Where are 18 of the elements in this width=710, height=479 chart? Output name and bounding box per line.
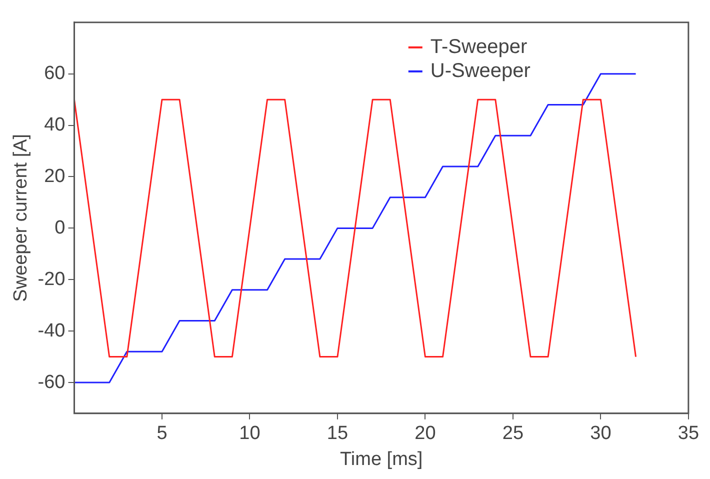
x-tick-label: 20 <box>414 423 436 444</box>
x-tick-label: 30 <box>590 423 612 444</box>
y-tick-label: 20 <box>44 166 66 187</box>
legend-label: U-Sweeper <box>430 60 531 82</box>
x-tick-label: 25 <box>502 423 524 444</box>
x-tick-label: 10 <box>239 423 260 444</box>
x-axis-title: Time [ms] <box>340 448 423 470</box>
y-tick-label: 40 <box>44 114 66 136</box>
y-tick-label: -40 <box>38 320 66 342</box>
y-tick-label: -20 <box>38 268 66 290</box>
legend-label: T-Sweeper <box>430 36 528 58</box>
x-tick-label: 15 <box>326 423 348 444</box>
y-axis-title: Sweeper current [A] <box>10 134 32 302</box>
y-tick-label: -60 <box>38 372 66 393</box>
y-tick-label: 60 <box>44 63 66 84</box>
x-tick-label: 35 <box>678 423 700 444</box>
x-tick-label: 5 <box>156 423 168 444</box>
y-tick-label: 0 <box>54 217 66 238</box>
